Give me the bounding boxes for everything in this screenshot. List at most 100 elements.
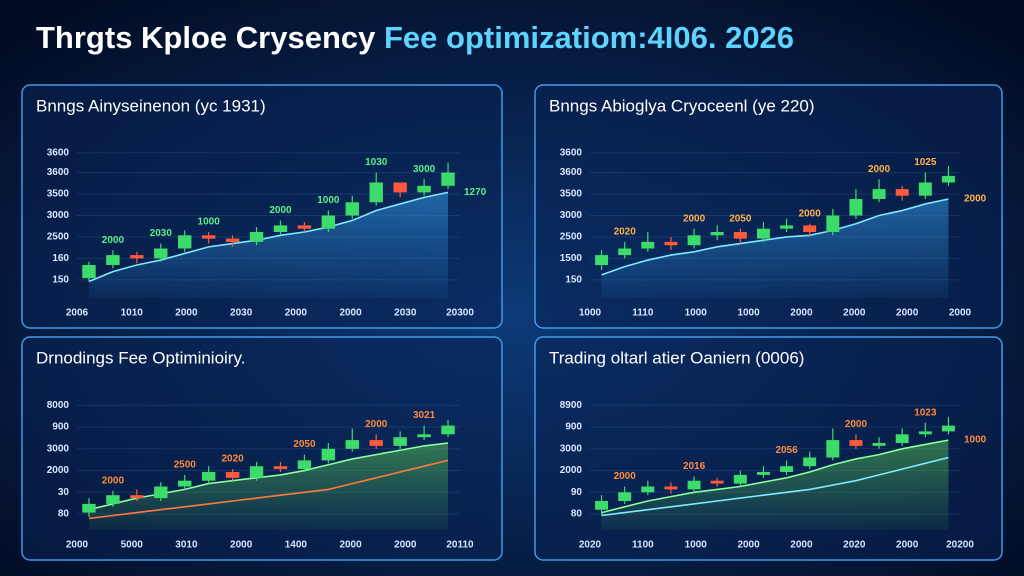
y-tick-label: 3600 [560, 147, 583, 158]
annotation: 3000 [413, 164, 436, 175]
x-tick-label: 2000 [394, 540, 417, 551]
annotation: 2000 [102, 235, 125, 246]
annotation: 1023 [914, 407, 937, 418]
y-tick-label: 3000 [47, 443, 70, 454]
annotation: 2000 [799, 208, 822, 219]
chart-panel: Bnngs Abioglya Cryoceenl (ye 220) 3600 360… [534, 84, 1003, 329]
candle-body [803, 225, 817, 232]
panel-title: Drnodings Fee Optiminioiry. [36, 348, 245, 367]
candle-body [201, 235, 216, 239]
end-label: 2000 [964, 194, 987, 205]
x-tick-label: 2000 [175, 308, 198, 319]
y-tick-label: 3500 [47, 189, 70, 200]
candle-body [130, 495, 144, 499]
annotation: 2000 [614, 471, 637, 482]
annotation: 2500 [174, 460, 197, 471]
candle-body [82, 265, 96, 279]
candle-body [872, 189, 886, 199]
y-tick-label: 2000 [47, 465, 70, 476]
candle-body [249, 232, 264, 242]
candle-body [780, 466, 794, 472]
candle-body [297, 460, 312, 470]
x-tick-label: 2020 [843, 540, 866, 551]
y-tick-label: 2500 [47, 232, 70, 243]
y-tick-label: 2000 [560, 465, 583, 476]
candle-body [273, 225, 288, 232]
panel-title: Bnngs Ainyseinenon (yc 1931) [36, 96, 266, 115]
y-tick-label: 3600 [47, 167, 70, 178]
annotation: 2000 [365, 419, 388, 430]
area [601, 199, 949, 298]
candle-body [733, 232, 747, 239]
candle-body [441, 425, 455, 435]
candle-body [201, 472, 216, 481]
annotation: 2050 [729, 213, 752, 224]
annotation: 2000 [683, 213, 706, 224]
x-tick-label: 1110 [632, 308, 654, 319]
x-tick-label: 2000 [339, 540, 362, 551]
end-label: 1270 [464, 187, 487, 198]
chart-panel: Drnodings Fee Optiminioiry. 8000 900 3000 20… [21, 336, 503, 561]
x-tick-label: 1000 [579, 308, 602, 319]
candle-body [780, 225, 794, 229]
annotation: 2016 [683, 461, 706, 472]
x-tick-label: 2000 [843, 308, 866, 319]
y-tick-label: 30 [58, 487, 70, 498]
candle-body [941, 175, 955, 183]
y-tick-label: 3000 [560, 210, 583, 221]
candle-body [178, 235, 192, 249]
annotation: 1000 [198, 217, 221, 228]
x-tick-label: 1400 [285, 540, 308, 551]
line [88, 459, 449, 520]
candle-body [154, 486, 168, 499]
annotation: 2056 [775, 445, 798, 456]
candle-body [393, 437, 407, 446]
x-tick-label: 1000 [685, 540, 708, 551]
candle-body [106, 495, 120, 504]
x-tick-label: 2000 [285, 308, 308, 319]
annotation: 3021 [413, 410, 436, 421]
x-tick-label: 2030 [230, 308, 253, 319]
candle-body [249, 466, 264, 478]
candle-body [595, 501, 609, 510]
y-tick-label: 90 [571, 487, 583, 498]
candle-body [82, 503, 96, 513]
candle-body [687, 235, 701, 246]
candle-body [826, 440, 840, 458]
y-tick-label: 3000 [47, 210, 70, 221]
line [88, 442, 449, 511]
annotation: 2000 [845, 419, 868, 430]
y-tick-label: 3600 [560, 167, 583, 178]
candle-body [849, 199, 863, 216]
y-tick-label: 3500 [560, 189, 583, 200]
annotation: 2000 [102, 475, 125, 486]
end-label: 1000 [964, 435, 987, 446]
candle-body [417, 434, 431, 438]
x-tick-label: 20200 [946, 540, 974, 551]
x-tick-label: 2030 [394, 308, 417, 319]
y-tick-label: 80 [571, 509, 583, 520]
x-tick-label: 20110 [446, 540, 474, 551]
candle-body [441, 172, 455, 186]
y-tick-label: 900 [52, 422, 69, 433]
candle-body [321, 448, 336, 461]
candle-body [710, 232, 724, 236]
candle-body [756, 228, 770, 239]
candle-body [154, 248, 168, 259]
y-tick-label: 2500 [560, 232, 583, 243]
y-tick-label: 900 [565, 422, 582, 433]
annotation: 2050 [293, 439, 316, 450]
panel-title: Trading oltarl atier Oaniern (0006) [549, 348, 804, 367]
candle-body [618, 492, 632, 501]
candle-body [393, 182, 407, 193]
candle-body [297, 225, 312, 229]
candle-body [225, 238, 240, 242]
x-tick-label: 1000 [737, 308, 760, 319]
line [601, 439, 949, 514]
title-main: Thrgts Kploe Crysency [36, 20, 376, 55]
x-tick-label: 1010 [121, 308, 144, 319]
annotation: 1030 [365, 157, 388, 168]
candle-body [618, 248, 632, 256]
candle-body [918, 431, 932, 435]
candle-body [664, 486, 678, 490]
